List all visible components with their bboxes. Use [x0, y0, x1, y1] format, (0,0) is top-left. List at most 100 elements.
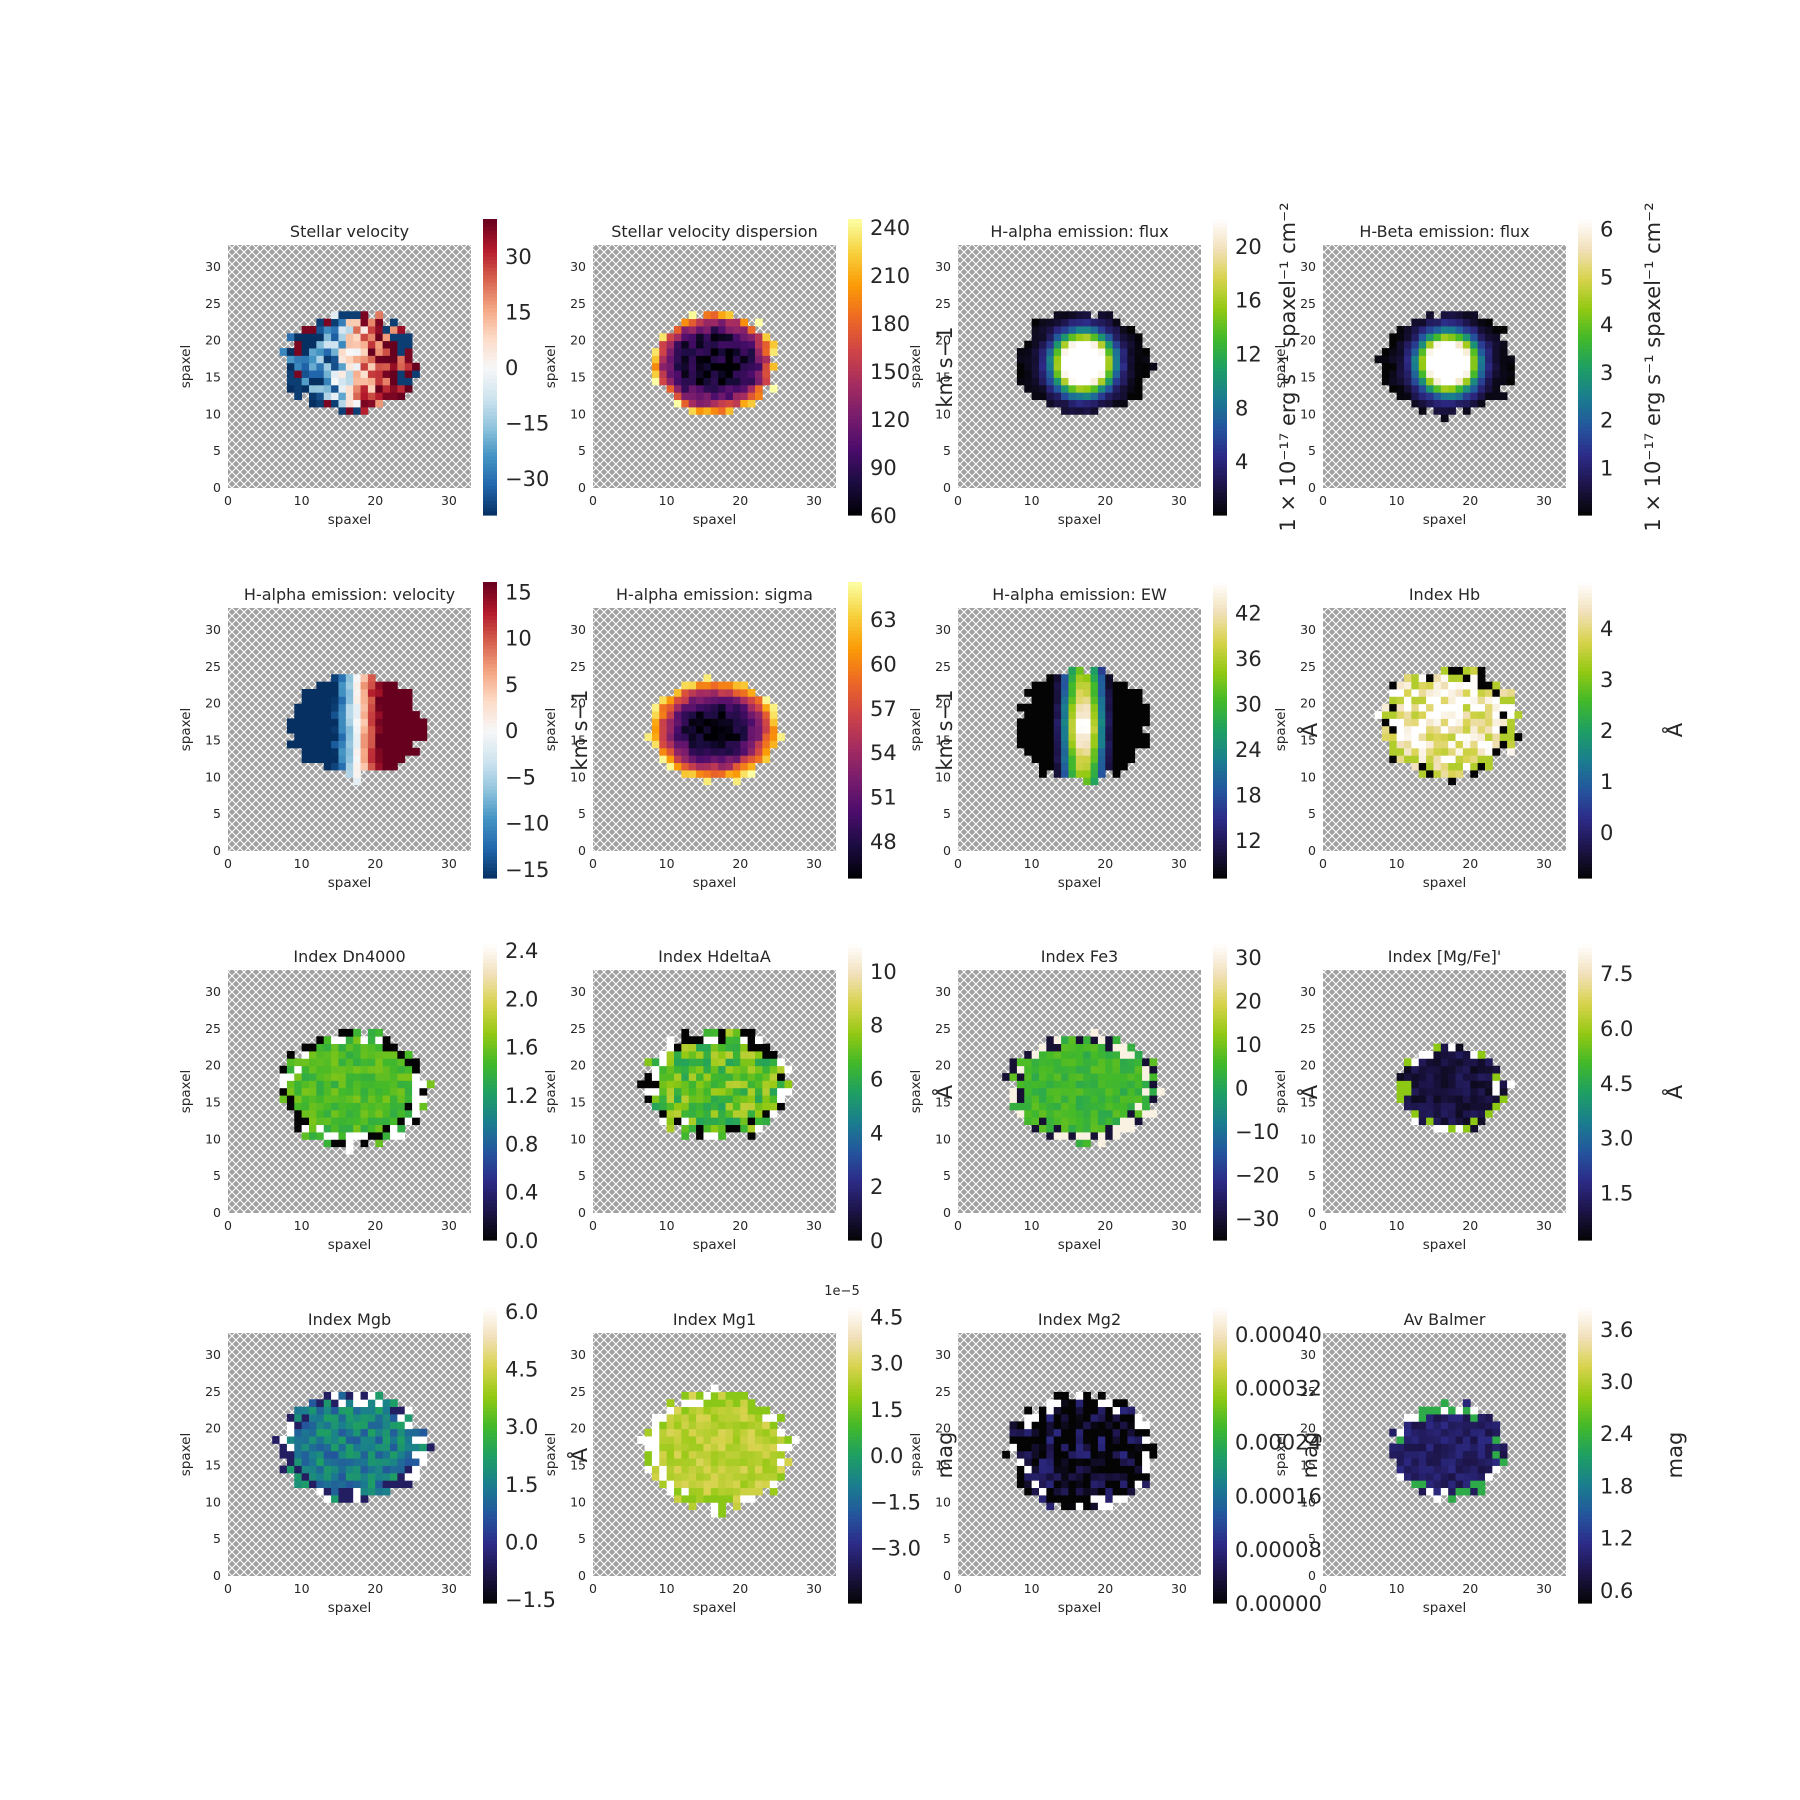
spaxel-cell	[1404, 1073, 1412, 1081]
spaxel-cell	[404, 370, 413, 378]
spaxel-cell	[1112, 384, 1121, 393]
colorbar-segment	[1213, 1114, 1227, 1119]
spaxel-cell	[1499, 718, 1508, 727]
spaxel-cell	[360, 362, 369, 371]
spaxel-cell	[345, 333, 354, 342]
spaxel-cell	[1046, 718, 1055, 727]
spaxel-cell	[345, 1480, 354, 1489]
spaxel-cell	[1440, 681, 1449, 690]
spaxel-cell	[1083, 696, 1091, 705]
colorbar-label: Å	[1296, 722, 1322, 737]
spaxel-cell	[718, 1472, 726, 1481]
spaxel-cell	[1404, 370, 1412, 378]
spaxel-cell	[404, 1421, 413, 1430]
spaxel-cell	[323, 689, 332, 697]
panel-title: H-alpha emission: sigma	[616, 585, 813, 604]
spaxel-cell	[666, 703, 675, 712]
spaxel-cell	[674, 1073, 682, 1081]
spaxel-cell	[725, 326, 734, 334]
spaxel-cell	[732, 1472, 741, 1481]
spaxel-cell	[1046, 1421, 1055, 1430]
colorbar-segment	[848, 1210, 862, 1215]
spaxel-cell	[1440, 725, 1449, 734]
spaxel-cell	[338, 718, 347, 727]
colorbar-segment	[1578, 267, 1592, 272]
colorbar-tick-label: −30	[505, 467, 549, 491]
spaxel-cell	[1440, 392, 1449, 401]
spaxel-cell	[1134, 725, 1143, 734]
spaxel-cell	[1440, 1428, 1449, 1437]
x-tick-label: 0	[954, 1218, 962, 1233]
spaxel-cell	[696, 1132, 704, 1140]
colorbar-segment	[1213, 633, 1227, 639]
spaxel-cell	[331, 733, 339, 741]
spaxel-cell	[1404, 362, 1412, 371]
spaxel-cell	[1404, 725, 1412, 734]
spaxel-cell	[703, 1436, 712, 1444]
spaxel-cell	[397, 1102, 406, 1111]
spaxel-cell	[1455, 326, 1464, 334]
spaxel-cell	[1061, 407, 1069, 415]
colorbar-segment	[1213, 1025, 1227, 1030]
colorbar-segment	[483, 622, 497, 627]
colorbar-segment	[483, 407, 497, 412]
spaxel-cell	[1105, 762, 1114, 771]
spaxel-cell	[1142, 1465, 1150, 1474]
spaxel-cell	[367, 1109, 376, 1118]
spaxel-cell	[1112, 399, 1121, 408]
spaxel-cell	[1411, 725, 1420, 734]
colorbar-segment	[848, 1532, 862, 1537]
spaxel-cell	[1083, 1051, 1091, 1059]
colorbar-segment	[1213, 481, 1227, 486]
colorbar-segment	[1213, 866, 1227, 872]
spaxel-cell	[404, 362, 413, 371]
spaxel-cell	[659, 725, 668, 734]
panel-title: Index HdeltaA	[658, 947, 771, 966]
spaxel-cell	[1031, 355, 1040, 364]
colorbar-segment	[483, 737, 497, 742]
spaxel-cell	[674, 696, 682, 705]
spaxel-cell	[1105, 696, 1114, 705]
colorbar-segment	[848, 829, 862, 835]
spaxel-cell	[762, 1051, 771, 1059]
spaxel-cell	[1470, 1051, 1479, 1059]
spaxel-cell	[309, 1109, 317, 1118]
spaxel-cell	[1039, 755, 1047, 764]
spaxel-cell	[1097, 377, 1106, 386]
colorbar-segment	[848, 1062, 862, 1067]
spaxel-cell	[703, 407, 712, 415]
colorbar-segment	[1578, 1010, 1592, 1015]
spaxel-cell	[390, 333, 398, 342]
spaxel-cell	[345, 718, 354, 727]
colorbar-segment	[1213, 1206, 1227, 1211]
spaxel-cell	[732, 1109, 741, 1118]
colorbar-segment	[483, 589, 497, 594]
spaxel-cell	[1112, 355, 1121, 364]
spaxel-cell	[360, 1109, 369, 1118]
colorbar-tick-label: 7.5	[1600, 962, 1633, 986]
spaxel-cell	[1411, 1480, 1420, 1489]
spaxel-cell	[353, 1465, 361, 1474]
y-tick-label: 25	[1300, 1384, 1316, 1399]
spaxel-cell	[1075, 1058, 1084, 1067]
spaxel-cell	[1418, 1073, 1427, 1081]
colorbar-label: Å	[931, 1084, 957, 1099]
colorbar-segment	[848, 267, 862, 272]
spaxel-cell	[703, 399, 712, 408]
spaxel-cell	[1075, 733, 1084, 741]
spaxel-cell	[1112, 755, 1121, 764]
spaxel-cell	[1112, 1406, 1121, 1415]
spaxel-cell	[397, 1414, 406, 1422]
spaxel-cell	[696, 1080, 704, 1089]
spaxel-cell	[732, 1458, 741, 1466]
spaxel-cell	[1053, 1073, 1062, 1081]
spaxel-cell	[681, 1080, 690, 1089]
spaxel-cell	[1105, 1117, 1114, 1126]
spaxel-cell	[1053, 1487, 1062, 1496]
colorbar-segment	[483, 1147, 497, 1152]
spaxel-cell	[345, 1146, 354, 1155]
spaxel-cell	[390, 1472, 398, 1481]
x-tick-label: 10	[294, 493, 310, 508]
spaxel-cell	[1477, 1465, 1486, 1474]
colorbar-segment	[848, 807, 862, 812]
